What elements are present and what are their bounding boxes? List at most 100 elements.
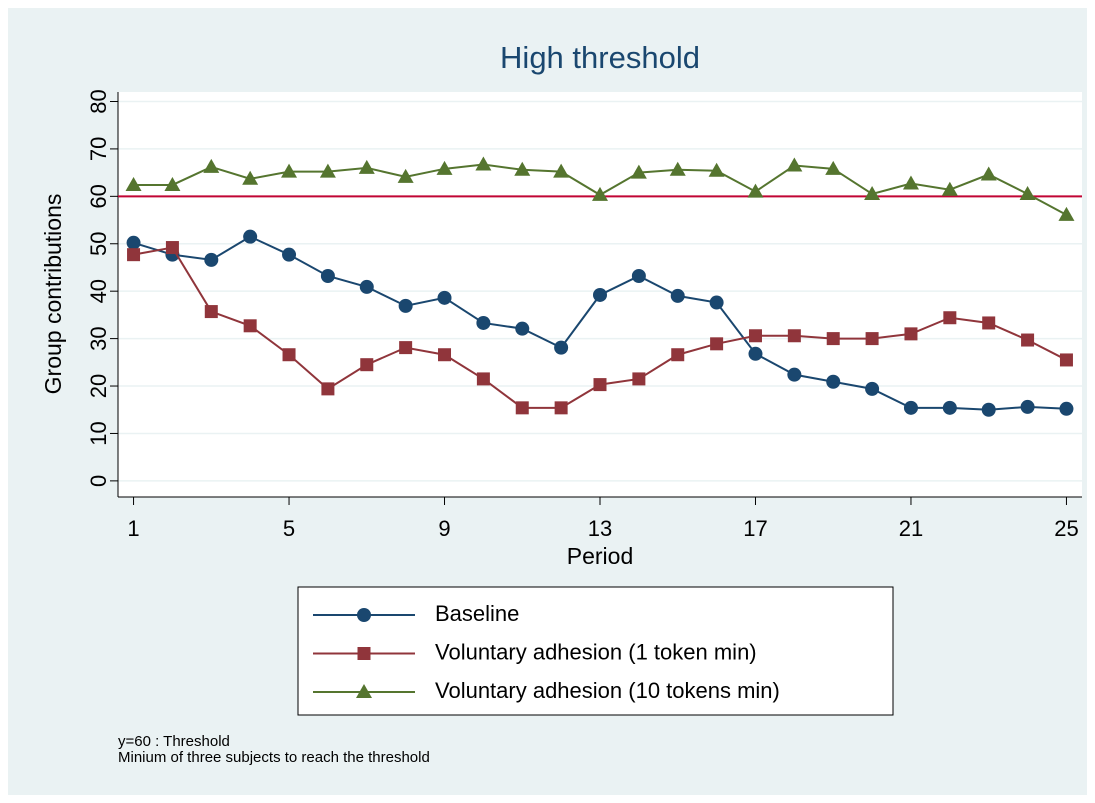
point <box>943 311 957 325</box>
x-axis-title: Period <box>567 543 633 569</box>
point <box>514 161 531 176</box>
point <box>632 372 646 386</box>
point <box>980 166 997 181</box>
point <box>942 400 957 415</box>
note: y=60 : Threshold <box>118 733 230 750</box>
point <box>321 382 335 396</box>
point <box>204 305 218 319</box>
point <box>437 290 452 305</box>
point <box>593 378 607 392</box>
point <box>865 381 880 396</box>
legend-label: Voluntary adhesion (1 token min) <box>435 639 757 664</box>
point <box>282 247 297 262</box>
point <box>1019 185 1036 200</box>
y-tick-label: 0 <box>86 475 111 487</box>
point <box>553 163 570 178</box>
point <box>786 157 803 172</box>
point <box>669 161 686 176</box>
point <box>864 185 881 200</box>
legend-label: Baseline <box>435 601 519 626</box>
point <box>982 316 996 330</box>
point <box>397 168 414 183</box>
point <box>358 159 375 174</box>
point <box>865 332 879 346</box>
x-tick-label: 9 <box>438 516 450 541</box>
point <box>281 163 298 178</box>
point <box>592 186 608 201</box>
point <box>709 295 724 310</box>
x-tick-label: 5 <box>283 516 295 541</box>
point <box>747 183 764 198</box>
point <box>515 401 529 415</box>
point <box>204 252 219 267</box>
legend-marker <box>356 684 372 698</box>
point <box>670 288 685 303</box>
point <box>1020 399 1035 414</box>
point <box>203 158 220 173</box>
point <box>981 402 996 417</box>
x-tick-label: 21 <box>899 516 923 541</box>
y-tick-label: 40 <box>86 279 111 303</box>
point <box>476 315 491 330</box>
point <box>1058 206 1075 221</box>
y-tick-label: 10 <box>86 421 111 445</box>
y-tick-label: 80 <box>86 89 111 113</box>
point <box>710 337 724 351</box>
point <box>554 401 568 415</box>
point <box>438 348 452 362</box>
point <box>904 327 918 341</box>
point <box>826 374 841 389</box>
point <box>165 241 179 255</box>
point <box>126 235 141 250</box>
point <box>319 163 336 178</box>
chart-title: High threshold <box>500 40 700 75</box>
point <box>903 400 918 415</box>
point <box>125 176 142 191</box>
point <box>630 164 647 179</box>
point <box>787 329 801 343</box>
point <box>671 348 685 362</box>
legend-marker <box>357 647 371 660</box>
point <box>399 341 413 355</box>
point <box>515 321 530 336</box>
legend-label: Voluntary adhesion (10 tokens min) <box>435 678 780 703</box>
point <box>1021 333 1035 347</box>
x-tick-label: 1 <box>127 516 139 541</box>
note: Minium of three subjects to reach the th… <box>118 749 430 766</box>
point <box>1059 401 1074 416</box>
y-tick-label: 20 <box>86 374 111 398</box>
point <box>164 176 181 191</box>
point <box>360 358 374 372</box>
point <box>826 332 840 346</box>
legend-box <box>297 586 894 716</box>
point <box>941 181 958 196</box>
point <box>475 156 492 171</box>
y-tick-label: 60 <box>86 184 111 208</box>
legend-marker <box>357 608 371 622</box>
point <box>476 372 490 386</box>
point <box>554 340 569 355</box>
x-tick-label: 13 <box>588 516 612 541</box>
point <box>320 269 335 284</box>
point <box>748 346 763 361</box>
y-tick-label: 30 <box>86 326 111 350</box>
y-tick-label: 70 <box>86 137 111 161</box>
point <box>787 367 802 382</box>
point <box>359 279 374 294</box>
point <box>242 170 259 185</box>
y-tick-label: 50 <box>86 232 111 256</box>
point <box>825 160 842 175</box>
point <box>436 160 453 175</box>
point <box>127 248 141 262</box>
point <box>631 269 646 284</box>
x-tick-label: 25 <box>1054 516 1078 541</box>
point <box>748 329 762 343</box>
point <box>243 229 258 244</box>
x-tick-label: 17 <box>743 516 767 541</box>
point <box>282 348 296 362</box>
point <box>1059 353 1073 367</box>
point <box>708 162 725 177</box>
point <box>593 287 607 302</box>
y-axis-title: Group contributions <box>40 194 66 395</box>
